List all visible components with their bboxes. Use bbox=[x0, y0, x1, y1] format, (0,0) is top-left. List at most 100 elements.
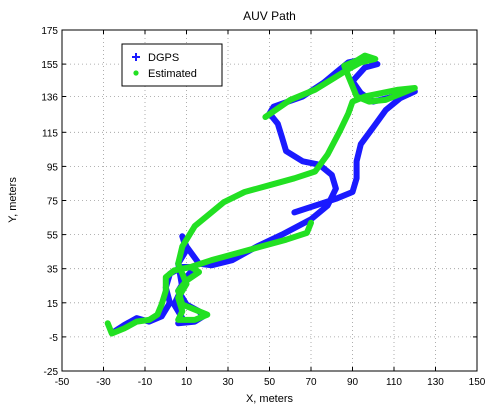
data-point-dgps bbox=[349, 189, 356, 195]
x-tick-label: 90 bbox=[347, 377, 359, 388]
data-point-estimated bbox=[196, 308, 202, 314]
data-point-dgps bbox=[208, 262, 214, 268]
x-axis-label: X, meters bbox=[246, 393, 294, 405]
y-tick-label: 95 bbox=[47, 162, 59, 173]
x-tick-label: 30 bbox=[222, 377, 234, 388]
data-point-segment-2 bbox=[188, 264, 194, 270]
data-point-estimated bbox=[379, 90, 385, 96]
x-tick-label: 110 bbox=[386, 377, 402, 388]
data-point-estimated bbox=[358, 59, 364, 65]
y-axis-label: Y, meters bbox=[7, 177, 19, 223]
data-point-dgps bbox=[370, 124, 376, 130]
data-point-dgps bbox=[229, 257, 235, 263]
data-point-estimated bbox=[345, 66, 351, 72]
data-point-estimated bbox=[183, 281, 190, 287]
x-tick-label: 130 bbox=[427, 377, 444, 388]
data-point-estimated bbox=[204, 312, 210, 318]
data-point-estimated bbox=[362, 53, 368, 59]
data-point-dgps bbox=[354, 175, 360, 181]
x-tick-label: 50 bbox=[264, 377, 276, 388]
data-point-estimated bbox=[337, 128, 343, 134]
y-tick-label: -25 bbox=[44, 367, 59, 378]
data-point-estimated bbox=[179, 243, 185, 250]
data-point-dgps bbox=[362, 64, 368, 71]
data-point-dgps bbox=[329, 172, 335, 178]
data-point-estimated bbox=[287, 97, 293, 103]
data-point-estimated bbox=[159, 301, 165, 308]
y-tick-label: 115 bbox=[42, 128, 58, 139]
x-tick-label: 70 bbox=[305, 377, 317, 388]
data-point-estimated bbox=[372, 56, 378, 62]
data-point-estimated bbox=[192, 317, 198, 323]
data-point-estimated bbox=[175, 261, 181, 267]
data-point-dgps bbox=[358, 90, 364, 96]
data-point-estimated bbox=[345, 110, 351, 117]
y-tick-label: 35 bbox=[47, 265, 59, 276]
data-point-dgps bbox=[291, 209, 297, 215]
data-point-estimated bbox=[366, 99, 372, 105]
data-point-estimated bbox=[134, 319, 140, 325]
y-tick-label: 175 bbox=[41, 26, 58, 37]
data-point-estimated bbox=[154, 312, 160, 318]
data-point-estimated bbox=[196, 269, 202, 275]
data-point-dgps bbox=[300, 158, 306, 164]
data-point-estimated bbox=[395, 87, 401, 93]
data-point-dgps bbox=[383, 107, 389, 113]
data-point-estimated bbox=[171, 267, 177, 273]
data-point-estimated bbox=[383, 97, 389, 103]
data-point-estimated bbox=[163, 274, 169, 280]
data-point-dgps bbox=[283, 148, 289, 154]
data-point-estimated bbox=[109, 330, 115, 337]
series-segment-2 bbox=[187, 219, 314, 270]
data-point-estimated bbox=[325, 151, 331, 158]
data-point-segment-2 bbox=[308, 220, 314, 226]
y-tick-label: 136 bbox=[41, 92, 58, 103]
data-point-estimated bbox=[349, 99, 356, 105]
data-point-estimated bbox=[312, 168, 318, 175]
data-point-estimated bbox=[354, 93, 360, 100]
data-point-dgps bbox=[333, 196, 339, 202]
data-point-estimated bbox=[266, 182, 273, 188]
data-point-estimated bbox=[354, 58, 360, 64]
data-point-estimated bbox=[329, 76, 335, 82]
data-point-estimated bbox=[362, 93, 368, 100]
data-point-segment-2 bbox=[208, 257, 214, 263]
legend-label: Estimated bbox=[148, 68, 197, 80]
x-tick-label: -30 bbox=[96, 377, 111, 388]
data-point-dgps bbox=[333, 186, 339, 192]
data-point-segment-2 bbox=[258, 243, 264, 250]
data-point-estimated bbox=[183, 237, 190, 243]
data-point-estimated bbox=[291, 175, 297, 181]
data-point-dgps bbox=[374, 61, 380, 67]
data-point-dgps bbox=[325, 203, 331, 209]
data-point-estimated bbox=[242, 189, 248, 195]
data-point-estimated bbox=[345, 73, 351, 79]
chart-title: AUV Path bbox=[243, 9, 296, 23]
legend-label: DGPS bbox=[148, 52, 179, 64]
data-point-segment-2 bbox=[233, 250, 239, 256]
data-point-estimated bbox=[105, 320, 111, 326]
data-point-dgps bbox=[275, 121, 281, 127]
data-point-estimated bbox=[262, 114, 268, 120]
data-point-estimated bbox=[192, 223, 198, 229]
data-point-estimated bbox=[349, 83, 356, 89]
legend-marker-dot bbox=[133, 70, 139, 76]
data-point-estimated bbox=[399, 90, 405, 96]
y-tick-label: 15 bbox=[47, 299, 59, 310]
data-point-dgps bbox=[279, 134, 285, 140]
tick-labels: -50 -30 -10 10 30 50 70 90 110 130 150 -25 -5 15 35 55 7… bbox=[41, 26, 485, 388]
data-point-dgps bbox=[279, 232, 285, 238]
y-tick-label: 75 bbox=[47, 197, 59, 208]
data-point-estimated bbox=[175, 317, 181, 323]
x-tick-label: 150 bbox=[469, 377, 486, 388]
data-point-estimated bbox=[146, 317, 152, 323]
data-point-estimated bbox=[312, 87, 318, 93]
y-tick-label: -5 bbox=[49, 333, 58, 344]
data-point-estimated bbox=[179, 308, 185, 314]
data-point-estimated bbox=[121, 325, 127, 331]
data-point-dgps bbox=[167, 300, 173, 306]
data-point-segment-2 bbox=[304, 230, 310, 236]
